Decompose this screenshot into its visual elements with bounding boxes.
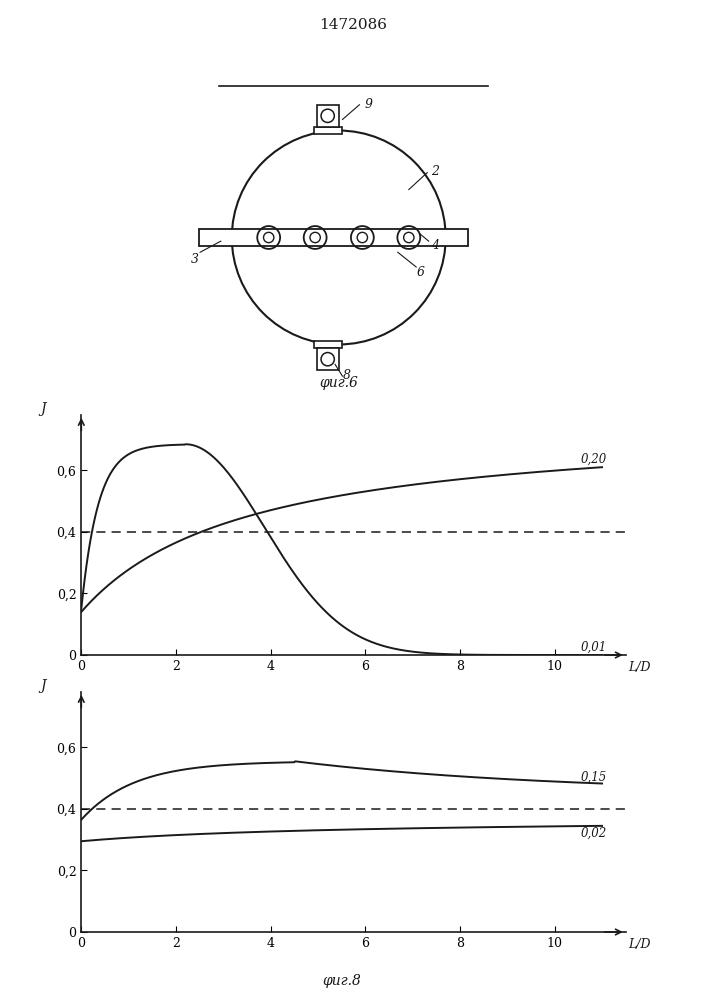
- Text: φиг.6: φиг.6: [320, 376, 358, 390]
- Text: J: J: [40, 679, 46, 693]
- Text: 6: 6: [416, 266, 424, 279]
- Text: 9: 9: [365, 98, 373, 111]
- Bar: [314, 341, 341, 348]
- Text: 1472086: 1472086: [320, 18, 387, 32]
- Text: φиг.8: φиг.8: [322, 974, 361, 988]
- Text: 0,15: 0,15: [580, 771, 607, 784]
- Bar: [317, 105, 339, 127]
- Text: 3: 3: [192, 253, 199, 266]
- Text: 2: 2: [431, 165, 439, 178]
- Text: J: J: [40, 402, 46, 416]
- Text: φиг.7: φиг.7: [322, 697, 361, 711]
- Text: L/D: L/D: [628, 661, 650, 674]
- Text: 8: 8: [342, 369, 351, 382]
- Text: 4: 4: [431, 239, 439, 252]
- Text: L/D: L/D: [628, 938, 650, 951]
- Text: 0,20: 0,20: [580, 453, 607, 466]
- Bar: [199, 229, 468, 246]
- Text: 0,02: 0,02: [580, 827, 607, 840]
- Bar: [317, 348, 339, 370]
- Text: 0,01: 0,01: [580, 641, 607, 654]
- Bar: [314, 127, 341, 134]
